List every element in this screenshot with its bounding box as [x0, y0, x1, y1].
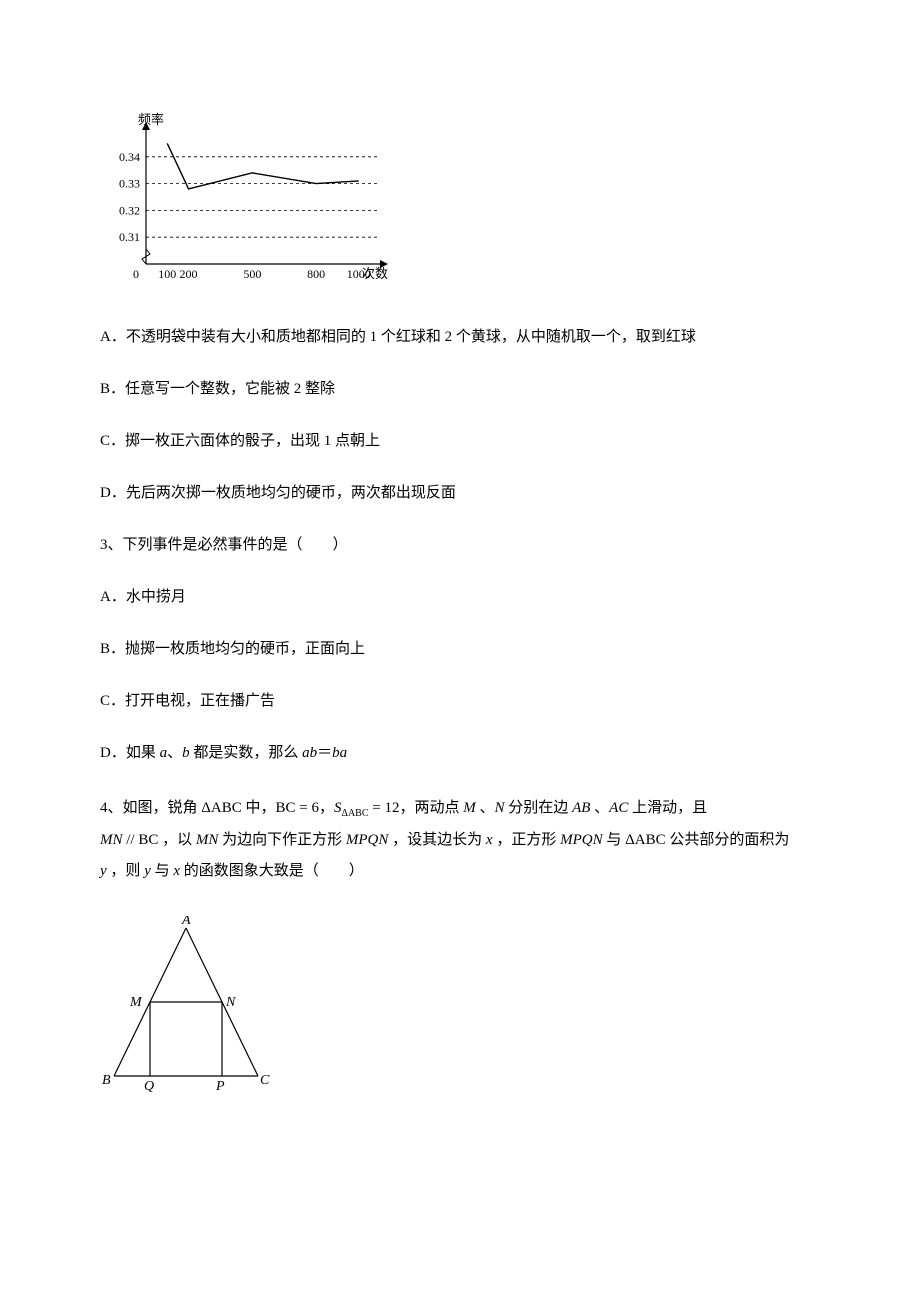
q3d-ba: ba — [332, 745, 347, 761]
triangle-diagram-svg: A B C M N Q P — [100, 916, 280, 1096]
q4-t9: 与 — [603, 832, 626, 848]
svg-text:100: 100 — [158, 267, 176, 281]
q4-bc: BC = 6 — [276, 800, 319, 816]
q4-sep2: 、 — [590, 800, 609, 816]
q4-c1: ， — [319, 800, 334, 816]
svg-text:B: B — [102, 1073, 111, 1088]
q4-sep1: 、 — [476, 800, 495, 816]
q4-mn: MN — [100, 832, 123, 848]
q3-stem: 3、下列事件是必然事件的是（ ） — [100, 533, 820, 557]
svg-text:N: N — [225, 995, 236, 1010]
triangle-diagram: A B C M N Q P — [100, 916, 820, 1101]
q4-s: S — [334, 800, 342, 816]
svg-text:500: 500 — [243, 267, 261, 281]
svg-text:次数: 次数 — [362, 266, 388, 281]
q4-t4: 上滑动，且 — [628, 800, 707, 816]
q3d-ab: ab — [302, 745, 317, 761]
q4-s-sub: ΔABC — [342, 808, 369, 819]
q3d-b: b — [182, 745, 190, 761]
q4-t10: 公共部分的面积为 — [666, 832, 790, 848]
q3-option-c: C．打开电视，正在播广告 — [100, 689, 820, 713]
q2-option-c: C．掷一枚正六面体的骰子，出现 1 点朝上 — [100, 429, 820, 453]
q4-t6: 为边向下作正方形 — [218, 832, 346, 848]
q3-option-a: A．水中捞月 — [100, 585, 820, 609]
frequency-line-chart: 0.310.320.330.3410020050080010000频率次数 — [100, 110, 820, 295]
q4-mn2: MN — [196, 832, 219, 848]
frequency-line-chart-svg: 0.310.320.330.3410020050080010000频率次数 — [100, 110, 390, 290]
q2-option-d: D．先后两次掷一枚质地均匀的硬币，两次都出现反面 — [100, 481, 820, 505]
q4-t5: ，以 — [158, 832, 196, 848]
q3d-prefix: D．如果 — [100, 745, 160, 761]
q4-m: M — [463, 800, 476, 816]
svg-text:M: M — [129, 995, 143, 1010]
svg-text:0.32: 0.32 — [119, 203, 140, 217]
svg-text:0: 0 — [133, 267, 139, 281]
q2-option-b: B．任意写一个整数，它能被 2 整除 — [100, 377, 820, 401]
svg-text:Q: Q — [144, 1079, 154, 1094]
q3-option-b: B．抛掷一枚质地均匀的硬币，正面向上 — [100, 637, 820, 661]
q4-tri: ΔABC — [201, 800, 242, 816]
q3d-mid1: 、 — [167, 745, 182, 761]
q4-ac: AC — [609, 800, 628, 816]
q4-t3: 分别在边 — [505, 800, 573, 816]
q4-t1: 中， — [242, 800, 276, 816]
q4-parallel: // BC — [123, 832, 159, 848]
svg-text:频率: 频率 — [138, 112, 164, 127]
q3d-mid2: 都是实数，那么 — [190, 745, 303, 761]
q4-y: y — [100, 863, 107, 879]
q3d-a: a — [160, 745, 168, 761]
q2-option-a: A．不透明袋中装有大小和质地都相同的 1 个红球和 2 个黄球，从中随机取一个，… — [100, 325, 820, 349]
svg-text:0.31: 0.31 — [119, 230, 140, 244]
svg-text:0.33: 0.33 — [119, 177, 140, 191]
q4-t2: ，两动点 — [400, 800, 464, 816]
q4-t13: 的函数图象大致是（ ） — [180, 863, 364, 879]
q4-mpqn2: MPQN — [560, 832, 603, 848]
svg-text:0.34: 0.34 — [119, 150, 140, 164]
q3d-eq: ＝ — [317, 745, 332, 761]
q4-t12: 与 — [151, 863, 174, 879]
q4-mpqn: MPQN — [346, 832, 389, 848]
q4-n: N — [495, 800, 505, 816]
svg-text:C: C — [260, 1073, 270, 1088]
q4-t11: ，则 — [107, 863, 145, 879]
q4-tri2: ΔABC — [625, 832, 666, 848]
q3-option-d: D．如果 a、b 都是实数，那么 ab＝ba — [100, 741, 820, 765]
q4-t-prefix: 4、如图，锐角 — [100, 800, 201, 816]
q4-y2: y — [144, 863, 151, 879]
q4-ab: AB — [572, 800, 590, 816]
q4-t8: ，正方形 — [493, 832, 561, 848]
q4-x: x — [486, 832, 493, 848]
q4-stem: 4、如图，锐角 ΔABC 中，BC = 6，SΔABC = 12，两动点 M 、… — [100, 793, 820, 888]
svg-text:200: 200 — [180, 267, 198, 281]
q4-seq: = 12 — [369, 800, 400, 816]
svg-text:A: A — [181, 916, 191, 928]
q4-t7: ，设其边长为 — [388, 832, 486, 848]
svg-text:P: P — [215, 1079, 225, 1094]
svg-text:800: 800 — [307, 267, 325, 281]
